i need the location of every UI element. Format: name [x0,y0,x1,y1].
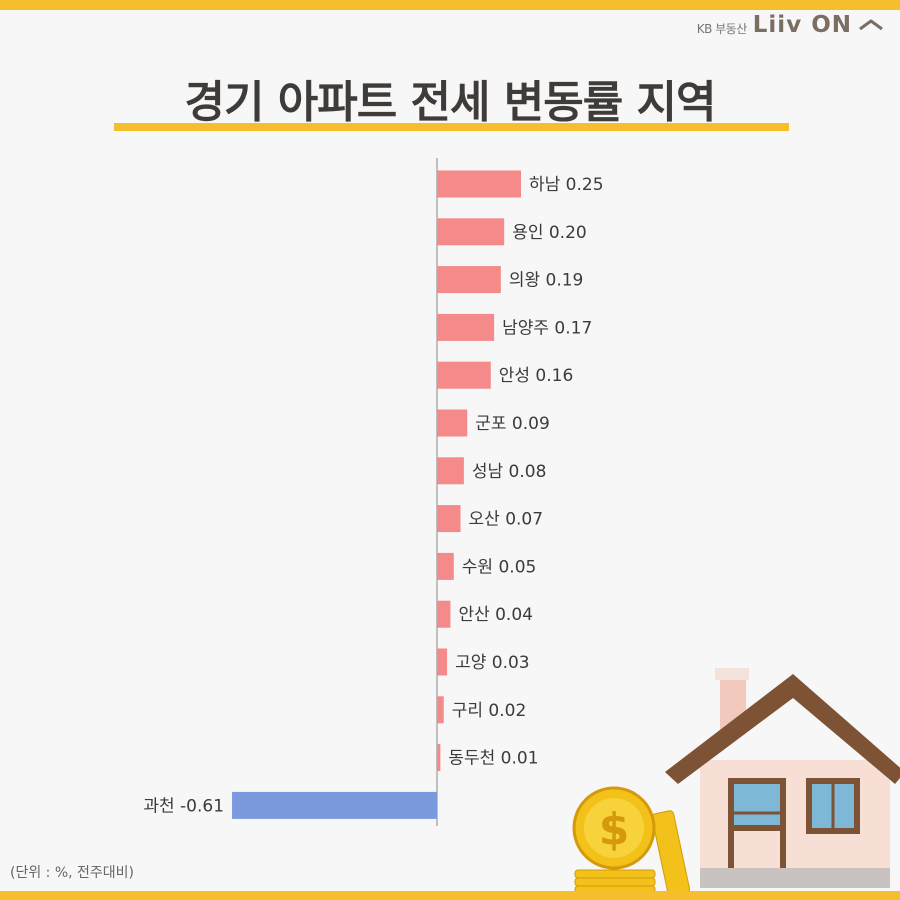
house-and-coins-illustration: $ [572,668,900,895]
bar-오산 [437,505,461,533]
top-accent-band [0,0,900,10]
bar-군포 [437,409,468,437]
bar-label-용인: 용인 0.20 [512,223,587,243]
bar-label-과천: 과천 -0.61 [143,796,224,816]
title-container: 경기 아파트 전세 변동률 지역 [0,66,900,130]
bar-label-하남: 하남 0.25 [529,175,604,195]
bar-의왕 [437,266,501,294]
bar-label-의왕: 의왕 0.19 [509,271,584,291]
bar-label-안성: 안성 0.16 [499,366,574,386]
brand-name: Liiv ON [752,12,852,38]
house-roof-icon [859,19,883,31]
bar-label-고양: 고양 0.03 [455,653,530,673]
bar-하남 [437,170,521,198]
title-underline [114,123,789,131]
bar-남양주 [437,313,495,341]
bar-성남 [437,457,464,485]
bar-label-수원: 수원 0.05 [462,557,537,577]
brand-sub: KB 부동산 [696,22,748,36]
bar-동두천 [437,744,441,772]
bar-과천 [232,791,437,819]
bar-고양 [437,648,448,676]
bar-label-오산: 오산 0.07 [469,510,544,530]
bar-안성 [437,361,491,389]
bar-label-남양주: 남양주 0.17 [502,318,592,338]
bar-수원 [437,552,454,580]
bar-label-동두천: 동두천 0.01 [448,749,538,769]
brand-logo: KB 부동산 Liiv ON [697,14,884,37]
bar-용인 [437,218,505,246]
unit-footnote: (단위 : %, 전주대비) [10,865,135,881]
page-title: 경기 아파트 전세 변동률 지역 [184,77,716,128]
bar-label-성남: 성남 0.08 [472,462,547,482]
bar-label-군포: 군포 0.09 [475,414,550,434]
svg-text:$: $ [599,804,630,855]
bottom-accent-band [0,891,900,900]
bar-안산 [437,600,451,628]
bar-label-구리: 구리 0.02 [452,701,527,721]
bar-구리 [437,696,444,724]
bar-label-안산: 안산 0.04 [458,605,533,625]
